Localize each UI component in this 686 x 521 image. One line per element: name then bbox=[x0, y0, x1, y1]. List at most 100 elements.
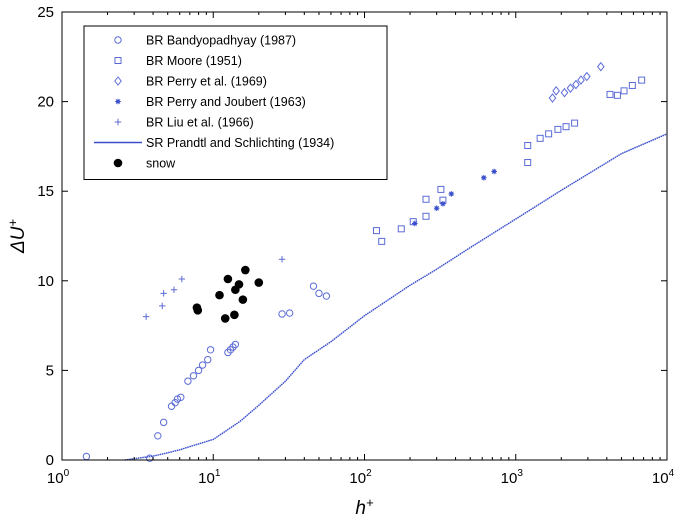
legend-label: BR Liu et al. (1966) bbox=[146, 116, 254, 130]
data-point bbox=[411, 220, 418, 227]
legend-item: snow bbox=[113, 157, 176, 171]
data-point bbox=[194, 366, 203, 375]
series-3 bbox=[411, 168, 497, 227]
data-point bbox=[215, 290, 224, 300]
data-point bbox=[481, 174, 487, 181]
data-point bbox=[160, 290, 167, 297]
y-tick-label: 25 bbox=[37, 4, 54, 21]
data-point bbox=[178, 275, 186, 283]
data-point bbox=[254, 278, 264, 287]
data-point bbox=[309, 282, 318, 290]
data-point bbox=[552, 86, 561, 96]
data-point bbox=[278, 256, 286, 263]
axis-tick-labels: 0 5 10 15 20 25 100 101 102 103 104 bbox=[37, 4, 674, 487]
legend-marker bbox=[114, 57, 122, 64]
legend-marker bbox=[114, 36, 122, 44]
data-point bbox=[230, 310, 239, 320]
data-point bbox=[372, 227, 380, 235]
y-axis-label: ΔU+ bbox=[5, 219, 30, 254]
data-point bbox=[606, 90, 614, 98]
legend-item: BR Perry and Joubert (1963) bbox=[115, 95, 306, 109]
data-point bbox=[628, 81, 636, 89]
data-point bbox=[433, 205, 440, 212]
series-line bbox=[124, 133, 668, 461]
data-point bbox=[177, 393, 185, 401]
data-point bbox=[437, 185, 445, 193]
data-point bbox=[536, 134, 544, 142]
data-point bbox=[220, 314, 230, 323]
legend-item: BR Bandyopadhyay (1987) bbox=[114, 34, 296, 48]
legend-item: BR Perry et al. (1969) bbox=[114, 75, 267, 89]
legend-item: SR Prandtl and Schlichting (1934) bbox=[94, 136, 334, 150]
data-point bbox=[285, 309, 294, 317]
legend-marker bbox=[114, 118, 122, 126]
data-point bbox=[582, 71, 591, 82]
data-point bbox=[170, 286, 178, 293]
data-point bbox=[189, 372, 198, 380]
chart-marks bbox=[82, 61, 668, 462]
series-5 bbox=[124, 133, 668, 461]
data-point bbox=[204, 355, 212, 364]
data-point bbox=[638, 76, 646, 84]
data-point bbox=[193, 306, 203, 315]
data-point bbox=[315, 289, 323, 298]
y-tick-label: 0 bbox=[46, 452, 54, 469]
data-point bbox=[184, 377, 192, 385]
data-point bbox=[238, 295, 248, 304]
data-point bbox=[206, 346, 215, 354]
series-2 bbox=[548, 61, 605, 103]
data-point bbox=[448, 191, 455, 197]
legend-item: BR Liu et al. (1966) bbox=[114, 116, 254, 130]
data-point bbox=[548, 93, 557, 103]
data-point bbox=[545, 130, 553, 138]
x-tick-label: 104 bbox=[652, 468, 675, 487]
data-point bbox=[596, 61, 605, 72]
data-point bbox=[198, 361, 207, 369]
legend-label: SR Prandtl and Schlichting (1934) bbox=[146, 136, 334, 150]
data-point bbox=[241, 265, 250, 275]
data-point bbox=[378, 237, 386, 245]
data-point bbox=[524, 159, 532, 167]
series-6 bbox=[192, 265, 264, 323]
data-point bbox=[154, 432, 162, 440]
data-point bbox=[554, 125, 562, 133]
data-point bbox=[159, 302, 166, 310]
y-tick-label: 10 bbox=[37, 273, 54, 290]
data-point bbox=[440, 200, 446, 207]
x-tick-label: 102 bbox=[349, 468, 372, 487]
series-0 bbox=[82, 282, 331, 462]
legend-marker bbox=[114, 76, 122, 86]
axis-ticks bbox=[61, 11, 668, 461]
data-point bbox=[571, 119, 579, 127]
x-tick-label: 100 bbox=[47, 468, 70, 487]
data-point bbox=[142, 313, 150, 320]
data-point bbox=[613, 91, 621, 99]
data-point bbox=[397, 225, 405, 233]
y-tick-label: 5 bbox=[46, 362, 54, 379]
legend-item: BR Moore (1951) bbox=[114, 54, 242, 68]
data-point bbox=[572, 79, 580, 90]
legend-label: BR Moore (1951) bbox=[146, 54, 242, 68]
data-point bbox=[524, 142, 532, 150]
legend-label: BR Bandyopadhyay (1987) bbox=[146, 34, 296, 48]
data-point bbox=[422, 212, 430, 220]
legend-marker bbox=[113, 158, 123, 168]
legend-box bbox=[83, 25, 388, 180]
data-point bbox=[620, 87, 628, 95]
y-tick-label: 15 bbox=[37, 183, 54, 200]
data-point bbox=[231, 340, 240, 349]
x-tick-label: 101 bbox=[198, 468, 221, 487]
legend-label: BR Perry et al. (1969) bbox=[146, 75, 267, 89]
data-point bbox=[234, 280, 244, 289]
legend-marker bbox=[115, 98, 121, 105]
data-point bbox=[322, 292, 331, 300]
y-tick-label: 20 bbox=[37, 94, 54, 111]
series-4 bbox=[142, 256, 286, 320]
data-point bbox=[223, 274, 233, 284]
legend-label: snow bbox=[146, 157, 176, 171]
legend-label: BR Perry and Joubert (1963) bbox=[146, 95, 306, 109]
data-point bbox=[159, 418, 168, 427]
x-tick-label: 103 bbox=[501, 468, 524, 487]
data-point bbox=[278, 310, 286, 318]
